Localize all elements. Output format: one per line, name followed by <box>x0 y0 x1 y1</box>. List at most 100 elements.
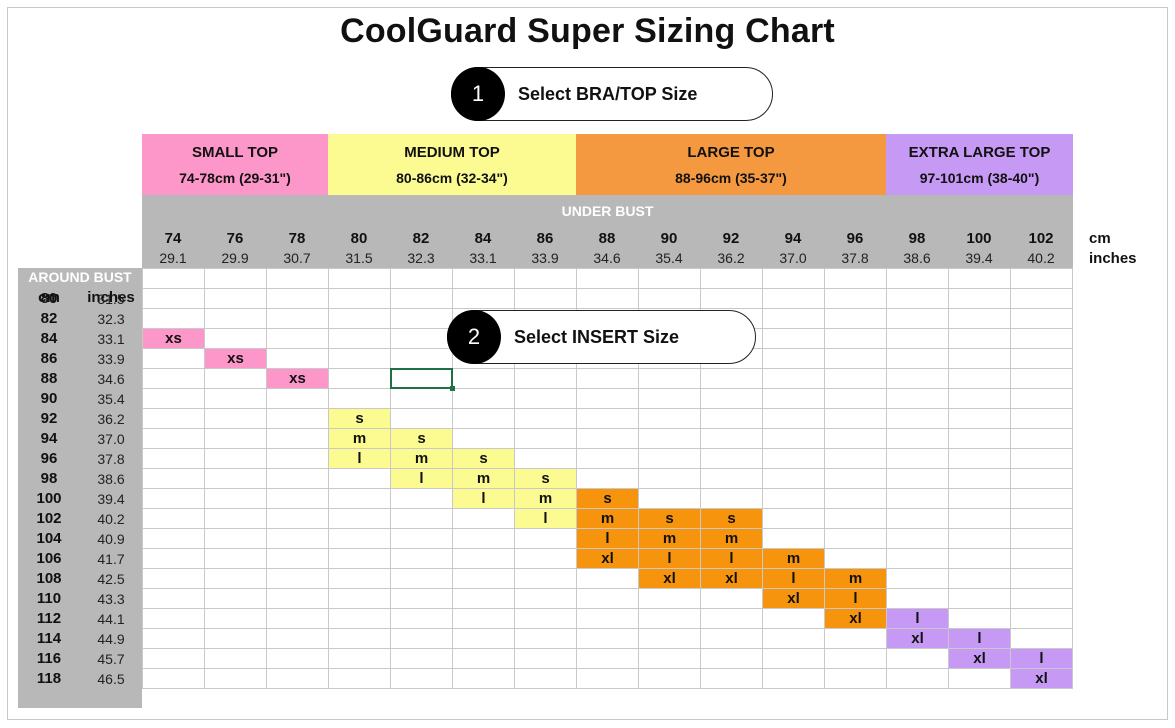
around-bust-inches: 44.9 <box>97 631 125 647</box>
around-bust-inches: 39.4 <box>97 491 125 507</box>
insert-size-cell[interactable]: xs <box>205 349 266 368</box>
insert-size-cell[interactable]: m <box>639 529 700 548</box>
grid-line <box>390 268 391 689</box>
around-bust-inches: 38.6 <box>97 471 125 487</box>
under-bust-inches: 39.4 <box>965 250 993 266</box>
selected-cell-outline[interactable] <box>390 368 455 391</box>
top-group-name: SMALL TOP <box>191 144 279 161</box>
under-bust-inches: 40.2 <box>1027 250 1055 266</box>
under-bust-inches: 30.7 <box>283 250 311 266</box>
insert-size-cell[interactable]: m <box>329 429 390 448</box>
around-bust-inches: 31.5 <box>97 291 125 307</box>
around-bust-cm: 106 <box>36 550 62 567</box>
insert-size-cell[interactable]: l <box>825 589 886 608</box>
insert-size-cell[interactable]: m <box>577 509 638 528</box>
insert-size-cell[interactable]: m <box>701 529 762 548</box>
top-group-name: EXTRA LARGE TOP <box>908 144 1051 161</box>
top-group-1: SMALL TOP 74-78cm (29-31") <box>142 134 328 195</box>
around-bust-inches-header: inches <box>87 289 135 306</box>
grid-line <box>142 528 1073 529</box>
insert-size-cell[interactable]: xl <box>887 629 948 648</box>
top-group-2: MEDIUM TOP 80-86cm (32-34") <box>328 134 576 195</box>
grid-line <box>266 268 267 689</box>
insert-size-cell[interactable]: l <box>515 509 576 528</box>
insert-size-cell[interactable]: m <box>391 449 452 468</box>
around-bust-inches: 37.0 <box>97 431 125 447</box>
insert-size-cell[interactable]: xl <box>639 569 700 588</box>
top-group-range: 88-96cm (35-37") <box>675 170 787 186</box>
insert-size-cell[interactable]: s <box>453 449 514 468</box>
insert-size-cell[interactable]: xl <box>763 589 824 608</box>
around-bust-cm: 86 <box>40 350 58 367</box>
step-1-callout: 1 Select BRA/TOP Size <box>451 67 773 121</box>
grid-line <box>824 268 825 689</box>
around-bust-inches: 43.3 <box>97 591 125 607</box>
around-bust-inches: 42.5 <box>97 571 125 587</box>
around-bust-inches: 33.9 <box>97 351 125 367</box>
insert-size-cell[interactable]: xl <box>701 569 762 588</box>
around-bust-cm: 92 <box>40 410 58 427</box>
insert-size-cell[interactable]: m <box>763 549 824 568</box>
around-bust-cm: 98 <box>40 470 58 487</box>
around-bust-cm: 112 <box>36 610 62 627</box>
grid-line <box>452 268 453 689</box>
grid-line <box>142 268 143 689</box>
around-bust-cm: 82 <box>40 310 58 327</box>
insert-size-cell[interactable]: l <box>763 569 824 588</box>
grid-line <box>142 388 1073 389</box>
insert-size-cell[interactable]: l <box>639 549 700 568</box>
grid-line <box>1010 268 1011 689</box>
insert-size-cell[interactable]: l <box>391 469 452 488</box>
insert-size-cell[interactable]: xl <box>825 609 886 628</box>
insert-size-cell[interactable]: l <box>329 449 390 468</box>
under-bust-header-band <box>142 195 1073 268</box>
under-bust-inches: 33.1 <box>469 250 497 266</box>
insert-size-cell[interactable]: l <box>577 529 638 548</box>
insert-size-cell[interactable]: xl <box>949 649 1010 668</box>
unit-cm-label: cm <box>1089 230 1111 247</box>
around-bust-inches: 46.5 <box>97 671 125 687</box>
insert-size-cell[interactable]: xs <box>267 369 328 388</box>
insert-size-cell[interactable]: l <box>949 629 1010 648</box>
under-bust-cm: 100 <box>966 230 992 247</box>
under-bust-cm: 84 <box>474 230 492 247</box>
insert-size-cell[interactable]: l <box>1011 649 1072 668</box>
insert-size-cell[interactable]: s <box>639 509 700 528</box>
insert-size-cell[interactable]: m <box>453 469 514 488</box>
grid-line <box>638 268 639 689</box>
under-bust-inches: 31.5 <box>345 250 373 266</box>
insert-size-cell[interactable]: l <box>701 549 762 568</box>
around-bust-inches: 45.7 <box>97 651 125 667</box>
grid-line <box>142 428 1073 429</box>
under-bust-cm: 76 <box>226 230 244 247</box>
insert-size-cell[interactable]: xl <box>1011 669 1072 688</box>
step-2-label: Select INSERT Size <box>514 327 680 347</box>
under-bust-cm: 92 <box>722 230 740 247</box>
insert-size-cell[interactable]: l <box>453 489 514 508</box>
grid-line <box>142 648 1073 649</box>
step-1-label: Select BRA/TOP Size <box>518 84 698 104</box>
grid-line <box>142 308 1073 309</box>
insert-size-cell[interactable]: s <box>701 509 762 528</box>
insert-size-cell[interactable]: s <box>391 429 452 448</box>
insert-size-cell[interactable]: xl <box>577 549 638 568</box>
top-group-name: LARGE TOP <box>687 144 775 161</box>
around-bust-cm: 84 <box>40 330 58 347</box>
insert-size-cell[interactable]: s <box>577 489 638 508</box>
insert-size-cell[interactable]: s <box>515 469 576 488</box>
insert-size-cell[interactable]: xs <box>143 329 204 348</box>
insert-size-cell[interactable]: l <box>887 609 948 628</box>
under-bust-inches: 37.8 <box>841 250 869 266</box>
insert-size-cell[interactable]: m <box>515 489 576 508</box>
insert-size-cell[interactable]: m <box>825 569 886 588</box>
under-bust-inches: 29.9 <box>221 250 249 266</box>
around-bust-cm: 110 <box>36 590 62 607</box>
under-bust-inches: 37.0 <box>779 250 807 266</box>
grid-line <box>514 268 515 689</box>
under-bust-cm: 86 <box>536 230 554 247</box>
grid-line <box>142 568 1073 569</box>
insert-size-cell[interactable]: s <box>329 409 390 428</box>
around-bust-cm: 80 <box>40 290 58 307</box>
under-bust-inches: 38.6 <box>903 250 931 266</box>
grid-line <box>142 548 1073 549</box>
